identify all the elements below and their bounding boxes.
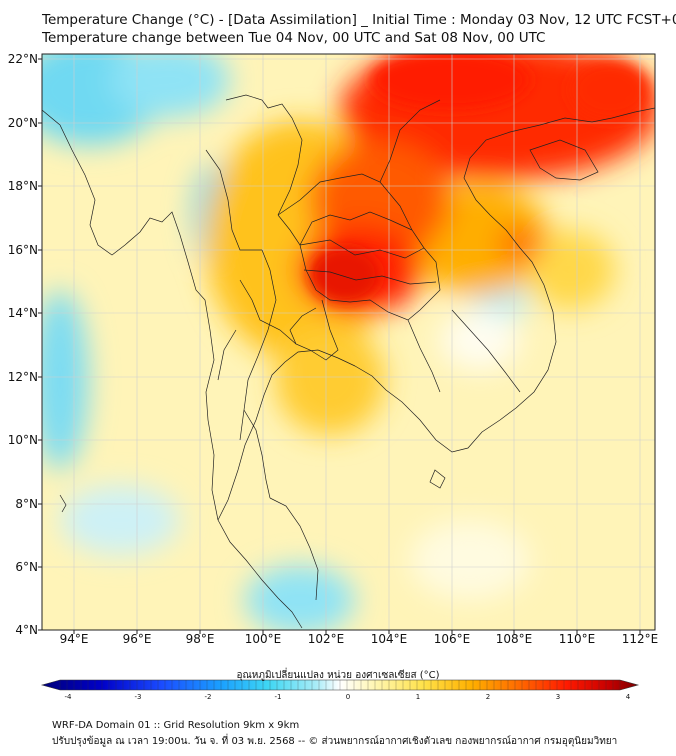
lat-label-18n: 18°N: [7, 179, 38, 193]
colorbar-tick-1: 1: [415, 693, 421, 701]
lon-label-94e: 94°E: [59, 632, 89, 646]
lat-label-4n: 4°N: [15, 623, 38, 637]
colorbar-tick-2: 2: [485, 693, 491, 701]
lat-label-10n: 10°N: [7, 433, 38, 447]
colorbar-tick-minus3: -3: [134, 693, 142, 701]
colorbar: [40, 679, 640, 691]
lon-label-100e: 100°E: [244, 632, 282, 646]
temperature-field: [42, 54, 655, 630]
map-title-line2: Temperature change between Tue 04 Nov, 0…: [42, 30, 546, 46]
lon-label-98e: 98°E: [185, 632, 215, 646]
colorbar-tick-minus1: -1: [274, 693, 282, 701]
axis-ticks: [38, 58, 641, 634]
lon-label-112e: 112°E: [621, 632, 659, 646]
lat-label-14n: 14°N: [7, 306, 38, 320]
lon-label-96e: 96°E: [122, 632, 152, 646]
lon-label-102e: 102°E: [307, 632, 345, 646]
coastlines-borders: [42, 94, 655, 629]
lat-label-6n: 6°N: [15, 560, 38, 574]
colorbar-tick-0: 0: [345, 693, 351, 701]
colorbar-tick-3: 3: [555, 693, 561, 701]
lon-label-108e: 108°E: [495, 632, 533, 646]
lat-label-22n: 22°N: [7, 52, 38, 66]
colorbar-tick-minus2: -2: [204, 693, 212, 701]
lon-label-106e: 106°E: [433, 632, 471, 646]
colorbar-segments: [59, 680, 621, 690]
lon-label-110e: 110°E: [558, 632, 596, 646]
lat-label-16n: 16°N: [7, 243, 38, 257]
plot-frame: [41, 53, 656, 631]
map-title-line1: Temperature Change (°C) - [Data Assimila…: [42, 12, 676, 28]
lat-label-20n: 20°N: [7, 116, 38, 130]
graticule: [42, 54, 655, 630]
colorbar-tick-minus4: -4: [64, 693, 72, 701]
lon-label-104e: 104°E: [370, 632, 408, 646]
colorbar-title: อุณหภูมิเปลี่ยนแปลง หน่วย องศาเซลเซียส (…: [236, 670, 440, 681]
lat-label-8n: 8°N: [15, 497, 38, 511]
footer-update-credit: ปรับปรุงข้อมูล ณ เวลา 19:00น. วัน จ. ที่…: [52, 736, 618, 747]
colorbar-tick-4: 4: [625, 693, 631, 701]
footer-model-info: WRF-DA Domain 01 :: Grid Resolution 9km …: [52, 720, 300, 731]
lat-label-12n: 12°N: [7, 370, 38, 384]
